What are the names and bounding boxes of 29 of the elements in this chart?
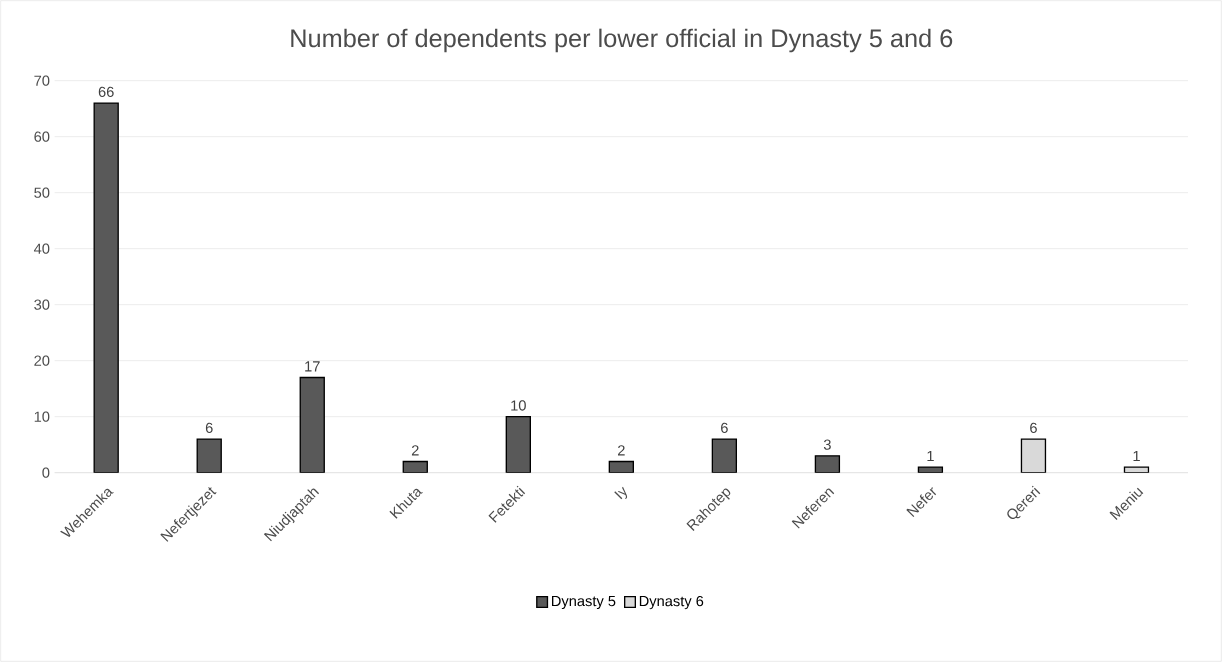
data-label: 3 bbox=[823, 439, 831, 450]
y-tick-label: 60 bbox=[34, 131, 50, 142]
data-label: 66 bbox=[98, 86, 114, 98]
y-tick-label: 40 bbox=[33, 243, 50, 254]
data-label: 6 bbox=[1030, 422, 1037, 434]
data-label: 1 bbox=[1133, 450, 1140, 462]
data-label: 6 bbox=[721, 422, 728, 434]
data-label: 17 bbox=[305, 361, 320, 372]
y-tick-label: 0 bbox=[42, 467, 50, 478]
bar bbox=[505, 416, 531, 473]
legend-label: Dynasty 5 bbox=[552, 595, 616, 610]
data-label: 2 bbox=[411, 445, 419, 456]
bar bbox=[93, 102, 119, 473]
data-label: 10 bbox=[511, 400, 526, 411]
y-tick-label: 10 bbox=[34, 411, 50, 422]
y-tick-label: 70 bbox=[34, 75, 50, 86]
data-label: 6 bbox=[205, 422, 213, 434]
bar bbox=[1020, 438, 1047, 473]
bar bbox=[196, 438, 222, 473]
y-tick-label: 20 bbox=[34, 355, 50, 366]
bar bbox=[711, 438, 738, 473]
legend-label: Dynasty 6 bbox=[639, 595, 704, 610]
data-label: 2 bbox=[617, 445, 625, 456]
chart-title: Number of dependents per lower official in Dynasty 5 and 6 bbox=[291, 28, 953, 53]
x-tick-label: Iy bbox=[614, 486, 628, 500]
bar bbox=[299, 376, 325, 473]
data-label: 1 bbox=[927, 450, 934, 462]
y-tick-label: 50 bbox=[34, 187, 50, 198]
y-tick-label: 30 bbox=[34, 299, 50, 310]
